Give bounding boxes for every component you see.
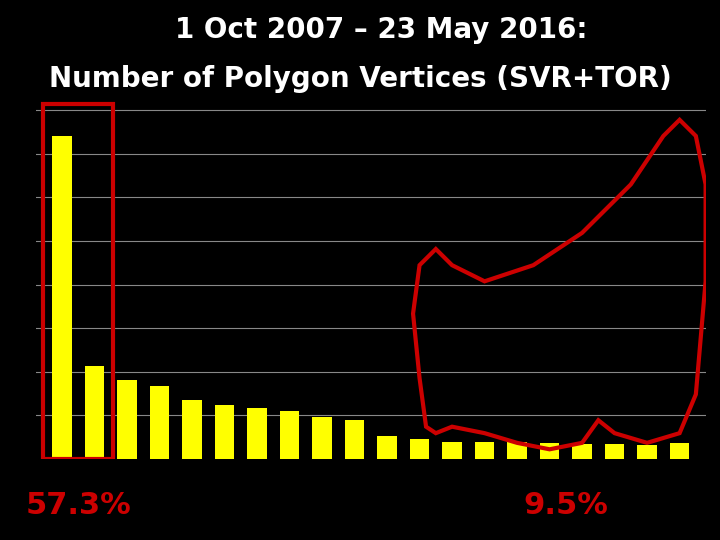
- Bar: [474, 442, 495, 459]
- Text: Number of Polygon Vertices (SVR+TOR): Number of Polygon Vertices (SVR+TOR): [49, 65, 671, 93]
- Bar: [150, 386, 169, 459]
- Bar: [605, 444, 624, 459]
- Text: 57.3%: 57.3%: [25, 491, 131, 521]
- Bar: [508, 442, 527, 459]
- Text: 9.5%: 9.5%: [523, 491, 608, 521]
- Text: 1 Oct 2007 – 23 May 2016:: 1 Oct 2007 – 23 May 2016:: [176, 16, 588, 44]
- Bar: [215, 406, 234, 459]
- Bar: [540, 443, 559, 459]
- Bar: [377, 436, 397, 459]
- Bar: [247, 408, 267, 459]
- Bar: [410, 439, 429, 459]
- Bar: [43, 104, 113, 459]
- Bar: [182, 400, 202, 459]
- Bar: [85, 366, 104, 459]
- Bar: [345, 420, 364, 459]
- Bar: [280, 411, 300, 459]
- Bar: [117, 380, 137, 459]
- Bar: [312, 417, 332, 459]
- Bar: [572, 444, 592, 459]
- Bar: [637, 445, 657, 459]
- Bar: [670, 443, 689, 459]
- Bar: [442, 442, 462, 459]
- Bar: [53, 136, 72, 459]
